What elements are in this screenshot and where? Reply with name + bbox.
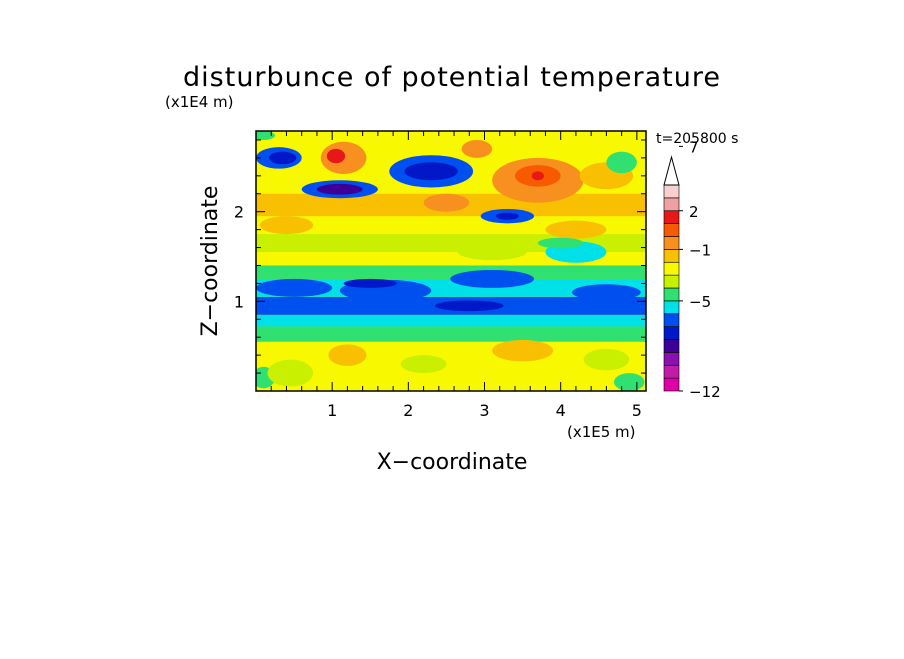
colorbar-swatch-0 (663, 377, 680, 392)
x-axis-label: X−coordinate (377, 450, 528, 475)
colorbar-label-3: 2 (689, 203, 699, 221)
y-axis: 12 (234, 139, 646, 374)
colorbar-swatch-10 (663, 249, 680, 263)
colorbar-swatch-9 (663, 261, 680, 276)
colorbar-label-1: −5 (689, 293, 711, 311)
contour-patch-2 (328, 344, 367, 366)
contour-patch-31 (606, 151, 637, 174)
contour-patch-24 (423, 193, 470, 212)
colorbar-label-4: 7 (689, 138, 699, 156)
time-label: t=205800 s (656, 131, 738, 147)
contour-band-3 (256, 314, 646, 327)
contour-patch-4 (492, 339, 554, 362)
colorbar-swatch-12 (663, 223, 680, 237)
contour-patch-13 (343, 278, 397, 288)
contour-patch-12 (435, 300, 504, 312)
contour-patch-36 (256, 131, 276, 140)
contour-band-2 (256, 326, 646, 342)
plot-frame (255, 130, 647, 392)
contour-patch-5 (583, 348, 630, 371)
contour-patch-29 (495, 212, 519, 220)
contour-patch-7 (256, 278, 333, 297)
contour-patch-32 (545, 220, 607, 239)
colorbar-swatch-1 (663, 364, 680, 379)
contour-patch-10 (572, 284, 641, 301)
x-unit-label: (x1E5 m) (567, 423, 636, 441)
contour-field (256, 131, 646, 391)
contour-patch-35 (461, 139, 493, 158)
contour-patch-15 (457, 243, 527, 261)
contour-patch-23 (404, 162, 458, 181)
x-tick-label-4: 5 (632, 401, 642, 420)
y-axis-label: Z−coordinate (198, 186, 223, 337)
y-tick-label-0: 1 (234, 292, 244, 311)
colorbar-swatch-15 (663, 184, 680, 199)
contour-patch-21 (326, 148, 346, 164)
colorbar-swatch-3 (663, 339, 680, 353)
colorbar-label-2: −1 (689, 241, 711, 259)
colorbar-swatch-14 (663, 197, 680, 212)
colorbar-swatch-13 (663, 210, 680, 224)
chart-title: disturbunce of potential temperature (183, 62, 721, 93)
contour-patch-11 (256, 303, 306, 314)
colorbar-swatch-7 (663, 287, 680, 302)
contour-patch-17 (268, 151, 297, 165)
colorbar-extend-arrow (663, 155, 680, 186)
y-tick-label-1: 2 (234, 203, 244, 222)
x-tick-label-2: 3 (479, 401, 489, 420)
y-unit-label: (x1E4 m) (165, 93, 234, 111)
contour-patch-6 (614, 373, 645, 391)
contour-band-6 (256, 265, 646, 279)
colorbar-swatch-8 (663, 274, 680, 289)
colorbar-swatch-5 (663, 313, 680, 327)
contour-patch-9 (450, 269, 535, 288)
contour-patch-34 (259, 216, 314, 235)
x-tick-label-3: 4 (556, 401, 566, 420)
x-axis: 1 2 3 4 5 (270, 131, 642, 420)
x-tick-label-0: 1 (327, 401, 337, 420)
colorbar-swatch-2 (663, 352, 680, 366)
contour-patch-19 (316, 183, 363, 195)
contour-patch-3 (400, 355, 447, 374)
x-tick-label-1: 2 (403, 401, 413, 420)
contour-patch-27 (531, 171, 544, 181)
colorbar-swatch-11 (663, 236, 680, 250)
colorbar-label-0: −12 (689, 383, 721, 401)
colorbar-swatch-4 (663, 326, 680, 340)
contour-patch-33 (537, 237, 584, 249)
contour-band-1 (256, 341, 646, 391)
colorbar-swatch-6 (663, 300, 680, 315)
contour-patch-1 (267, 359, 314, 387)
colorbar: −12−5−127 (663, 138, 721, 401)
